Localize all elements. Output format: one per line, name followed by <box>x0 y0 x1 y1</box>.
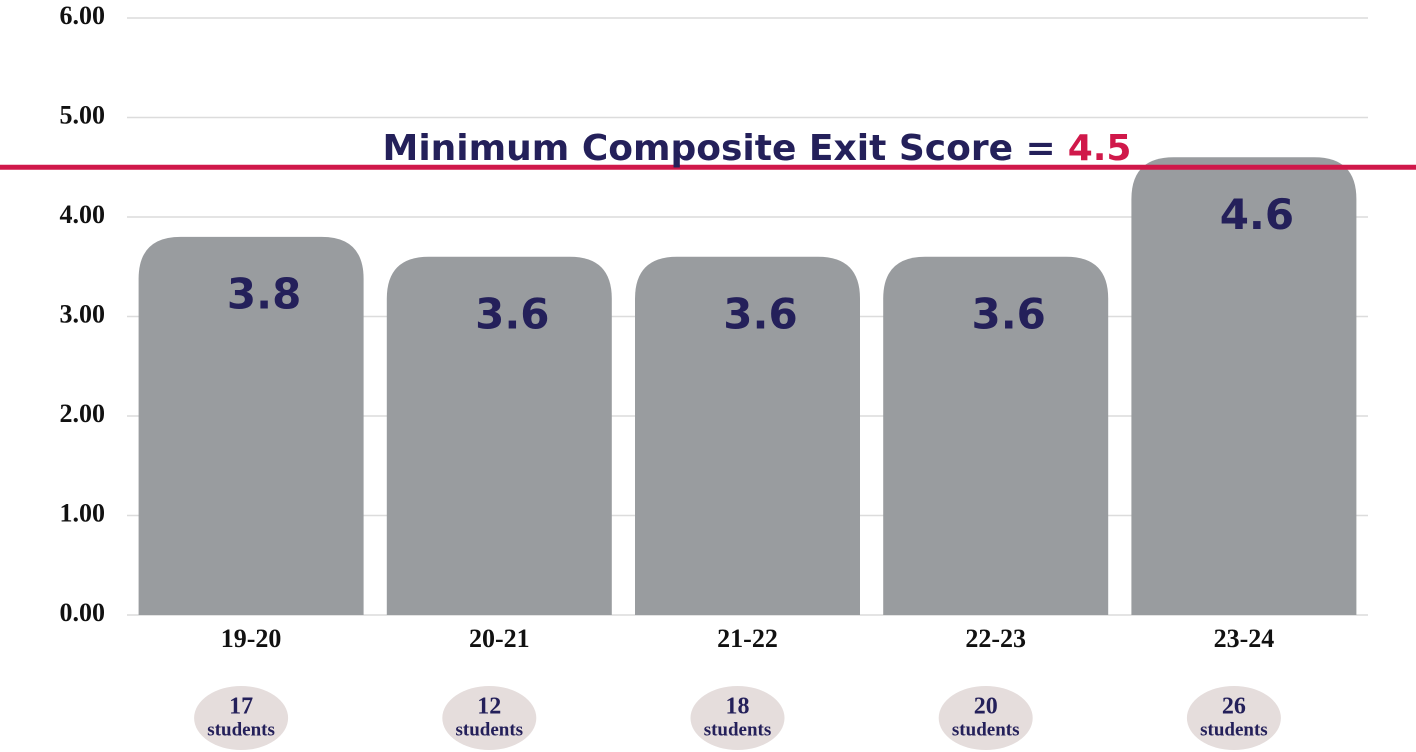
y-tick-label: 0.00 <box>60 598 106 627</box>
value-label: 3.6 <box>723 289 797 338</box>
student-count: 12 <box>477 694 501 720</box>
y-tick-label: 6.00 <box>60 1 106 30</box>
y-tick-label: 4.00 <box>60 200 106 229</box>
value-label: 3.6 <box>475 289 549 338</box>
bar <box>635 256 860 615</box>
student-badge <box>938 686 1033 750</box>
student-count: 20 <box>974 694 998 720</box>
x-tick-label: 23-24 <box>1214 624 1275 653</box>
y-tick-label: 2.00 <box>60 399 106 428</box>
bar <box>1131 157 1357 616</box>
y-tick-label: 1.00 <box>60 498 106 527</box>
value-label: 3.6 <box>971 289 1045 338</box>
x-tick-label: 22-23 <box>965 624 1026 653</box>
bar <box>386 256 612 615</box>
threshold-label: Minimum Composite Exit Score = 4.5 <box>383 128 1132 169</box>
student-badge <box>194 686 289 750</box>
y-tick-label: 3.00 <box>60 299 106 328</box>
bar <box>883 256 1109 615</box>
student-badge <box>690 686 785 750</box>
value-label: 4.6 <box>1220 190 1294 239</box>
value-label: 3.8 <box>227 269 301 318</box>
student-badge <box>1186 686 1281 750</box>
bar <box>138 236 364 615</box>
student-badge <box>442 686 537 750</box>
student-count: 18 <box>726 694 750 720</box>
student-unit: students <box>704 719 772 740</box>
x-tick-label: 21-22 <box>717 624 778 653</box>
threshold-text: Minimum Composite Exit Score = <box>383 128 1056 169</box>
y-tick-label: 5.00 <box>60 100 106 129</box>
student-unit: students <box>207 719 275 740</box>
x-tick-label: 20-21 <box>469 624 530 653</box>
threshold-value: 4.5 <box>1068 128 1132 169</box>
student-unit: students <box>1200 719 1268 740</box>
student-count: 17 <box>229 694 253 720</box>
student-count: 26 <box>1222 694 1246 720</box>
x-tick-label: 19-20 <box>221 624 282 653</box>
student-unit: students <box>952 719 1020 740</box>
student-unit: students <box>456 719 524 740</box>
